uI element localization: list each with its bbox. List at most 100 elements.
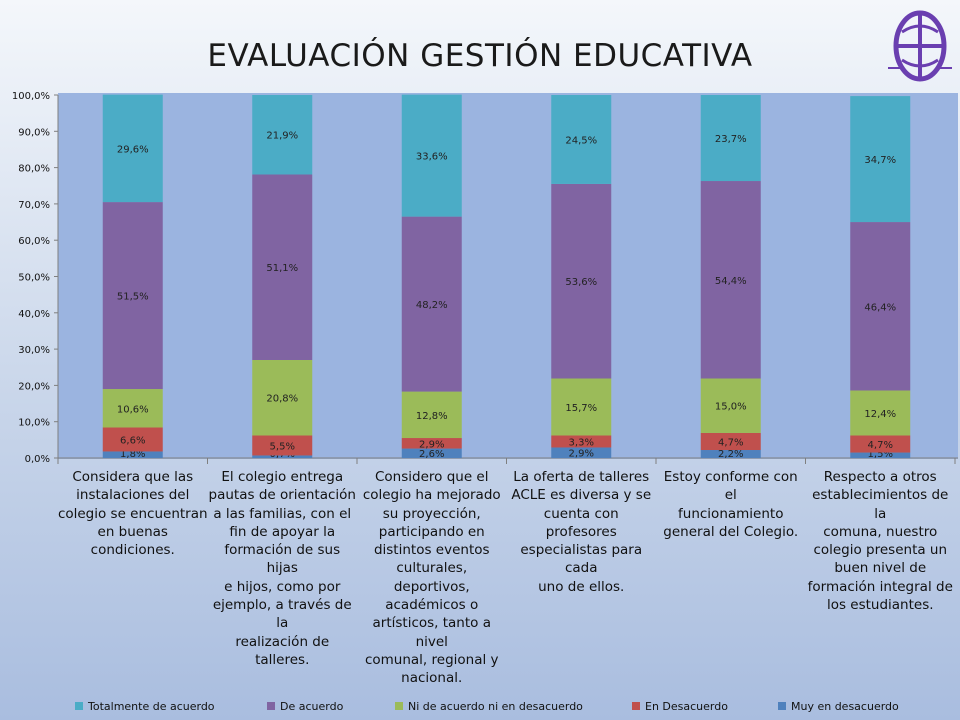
- category-label-line: especialistas para cada: [520, 542, 643, 577]
- data-label: 21,9%: [266, 131, 298, 142]
- bar-segment: [551, 447, 612, 458]
- bar-segment: [850, 390, 911, 436]
- y-tick-label: 10,0%: [18, 418, 50, 429]
- data-label: 34,7%: [864, 155, 896, 166]
- category-label-line: académicos o: [385, 597, 479, 614]
- legend-label: Muy en desacuerdo: [791, 699, 899, 713]
- legend-item: Ni de acuerdo ni en desacuerdo: [395, 697, 583, 715]
- category-label-line: culturales, deportivos,: [393, 560, 470, 595]
- y-tick-label: 100,0%: [12, 91, 50, 102]
- data-label: 2,9%: [419, 439, 444, 450]
- bar-segment: [551, 95, 612, 184]
- bar-segment: [401, 438, 462, 449]
- bar-segment: [850, 96, 911, 223]
- data-label: 51,5%: [117, 292, 149, 303]
- data-label: 48,2%: [416, 300, 448, 311]
- legend-swatch: [75, 702, 83, 710]
- bar-segment: [252, 95, 313, 175]
- category-label-line: colegio presenta un: [813, 542, 948, 559]
- category-label-line: realización de talleres.: [235, 633, 330, 668]
- data-label: 4,7%: [718, 437, 743, 448]
- category-label-line: fin de apoyar la: [229, 523, 336, 540]
- data-label: 4,7%: [868, 440, 893, 451]
- data-label: 24,5%: [565, 135, 597, 146]
- x-category-label: Considero que el colegio ha mejorado su pr…: [357, 468, 507, 688]
- bar-segment: [102, 451, 163, 458]
- x-category-label: Considera que las instalaciones del colegi…: [58, 468, 208, 559]
- data-label: 23,7%: [715, 134, 747, 145]
- legend-label: Ni de acuerdo ni en desacuerdo: [408, 699, 583, 713]
- bar-segment: [850, 222, 911, 391]
- bar-segment: [401, 216, 462, 392]
- bar-segment: [102, 94, 163, 203]
- data-label: 1,5%: [868, 449, 893, 460]
- legend-item: En Desacuerdo: [632, 697, 728, 715]
- category-label-line: instalaciones del: [76, 487, 190, 504]
- category-label-line: los estudiantes.: [826, 597, 934, 614]
- data-label: 1,8%: [120, 449, 145, 460]
- category-label-line: su proyección,: [382, 505, 481, 522]
- bar-segment: [700, 181, 761, 379]
- data-label: 51,1%: [266, 263, 298, 274]
- data-label: 6,6%: [120, 435, 145, 446]
- legend-item: Totalmente de acuerdo: [75, 697, 215, 715]
- data-label: 20,8%: [266, 394, 298, 405]
- y-tick-label: 60,0%: [18, 236, 50, 247]
- bar-segment: [102, 389, 163, 428]
- data-label: 2,6%: [419, 449, 444, 460]
- category-label-line: participando en: [378, 523, 485, 540]
- bar-segment: [551, 183, 612, 379]
- data-label: 2,9%: [569, 448, 594, 459]
- category-label-line: buen nivel de: [834, 560, 927, 577]
- bar-segment: [551, 378, 612, 436]
- category-label-line: cuenta con profesores: [543, 505, 619, 540]
- y-tick-label: 80,0%: [18, 164, 50, 175]
- x-category-label: Estoy conforme con el funcionamiento gener…: [656, 468, 806, 541]
- legend-label: Totalmente de acuerdo: [88, 699, 215, 713]
- legend-swatch: [267, 702, 275, 710]
- bar-segment: [700, 432, 761, 451]
- bar-segment: [850, 452, 911, 458]
- category-label-line: a las familias, con el: [213, 505, 352, 522]
- legend-swatch: [395, 702, 403, 710]
- data-label: 12,4%: [864, 409, 896, 420]
- category-label-line: pautas de orientación: [208, 487, 356, 504]
- category-label-line: ACLE es diversa y se: [511, 487, 652, 504]
- bar-segment: [700, 450, 761, 458]
- bar-segment: [252, 359, 313, 436]
- legend-label: En Desacuerdo: [645, 699, 728, 713]
- category-label-line: colegio se encuentran: [57, 505, 208, 522]
- category-label-line: en buenas: [97, 523, 168, 540]
- data-label: 5,5%: [270, 441, 295, 452]
- data-label: 15,7%: [565, 403, 597, 414]
- category-label-line: artísticos, tanto a nivel: [372, 615, 491, 650]
- data-label: 54,4%: [715, 276, 747, 287]
- bar-segment: [252, 435, 313, 456]
- legend: Totalmente de acuerdo De acuerdo Ni de acu…: [0, 697, 960, 715]
- category-label-line: general del Colegio.: [663, 523, 799, 540]
- category-label-line: comunal, regional y: [364, 651, 499, 668]
- data-label: 10,6%: [117, 404, 149, 415]
- category-label-line: La oferta de talleres: [513, 469, 650, 485]
- category-label-line: formación de sus hijas: [224, 542, 341, 577]
- category-label-line: e hijos, como por: [224, 578, 341, 595]
- plot-area: [58, 93, 958, 459]
- category-label-line: establecimientos de la: [812, 487, 949, 522]
- data-label: 12,8%: [416, 411, 448, 422]
- category-label-line: comuna, nuestro: [823, 523, 938, 540]
- bar-segment: [551, 435, 612, 448]
- category-label-line: distintos eventos: [373, 542, 490, 559]
- x-category-label: El colegio entrega pautas de orientación a…: [207, 468, 357, 669]
- legend-item: De acuerdo: [267, 697, 343, 715]
- legend-swatch: [778, 702, 786, 710]
- data-label: 29,6%: [117, 144, 149, 155]
- category-label-line: condiciones.: [90, 542, 175, 559]
- bar-segment: [700, 95, 761, 182]
- y-tick-label: 50,0%: [18, 273, 50, 284]
- bar-segment: [850, 435, 911, 453]
- data-label: 53,6%: [565, 277, 597, 288]
- bar-segment: [252, 174, 313, 360]
- legend-label: De acuerdo: [280, 699, 344, 713]
- category-label-line: colegio ha mejorado: [362, 487, 501, 504]
